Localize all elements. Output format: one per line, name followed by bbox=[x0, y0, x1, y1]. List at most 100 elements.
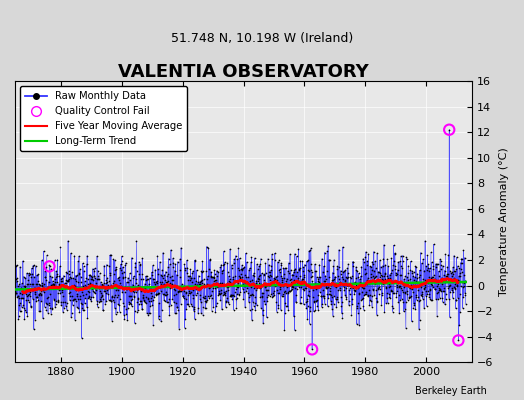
Point bbox=[375, 284, 384, 290]
Point bbox=[350, 280, 358, 286]
Point bbox=[281, 309, 289, 316]
Point bbox=[233, 294, 241, 301]
Point bbox=[45, 278, 53, 285]
Point bbox=[262, 282, 270, 289]
Point bbox=[20, 316, 29, 322]
Point bbox=[383, 294, 391, 301]
Point bbox=[450, 286, 458, 292]
Point bbox=[99, 282, 107, 288]
Point bbox=[302, 258, 311, 264]
Point bbox=[378, 292, 386, 298]
Point bbox=[269, 288, 278, 294]
Point bbox=[211, 271, 219, 277]
Point bbox=[433, 290, 442, 296]
Point bbox=[157, 318, 165, 324]
Point bbox=[112, 309, 121, 316]
Point bbox=[159, 250, 167, 256]
Point bbox=[141, 288, 149, 294]
Point bbox=[139, 294, 147, 301]
Point bbox=[21, 291, 30, 297]
Point bbox=[96, 298, 104, 304]
Point bbox=[308, 273, 316, 280]
Point bbox=[360, 292, 368, 298]
Point bbox=[57, 276, 65, 282]
Point bbox=[149, 322, 157, 329]
Point bbox=[428, 274, 436, 280]
Point bbox=[401, 306, 409, 312]
Point bbox=[189, 268, 197, 274]
Point bbox=[93, 298, 101, 304]
Point bbox=[352, 267, 361, 274]
Point bbox=[80, 300, 89, 307]
Point bbox=[114, 287, 123, 294]
Point bbox=[340, 281, 348, 287]
Point bbox=[333, 293, 341, 300]
Point bbox=[89, 277, 97, 283]
Point bbox=[125, 286, 134, 292]
Point bbox=[380, 273, 388, 279]
Point bbox=[329, 276, 337, 283]
Point bbox=[453, 263, 462, 269]
Point bbox=[228, 276, 237, 282]
Point bbox=[156, 259, 164, 265]
Point bbox=[316, 289, 324, 295]
Point bbox=[227, 262, 236, 268]
Point bbox=[256, 293, 265, 300]
Point bbox=[141, 293, 150, 300]
Point bbox=[101, 288, 109, 294]
Point bbox=[212, 303, 221, 310]
Point bbox=[315, 279, 323, 285]
Point bbox=[134, 294, 143, 301]
Point bbox=[389, 242, 398, 248]
Point bbox=[55, 281, 63, 288]
Point bbox=[320, 295, 329, 302]
Point bbox=[291, 266, 300, 272]
Point bbox=[131, 264, 139, 270]
Point bbox=[215, 288, 224, 295]
Point bbox=[287, 267, 295, 273]
Point bbox=[119, 274, 128, 281]
Point bbox=[161, 292, 169, 298]
Point bbox=[276, 269, 285, 276]
Point bbox=[135, 285, 144, 291]
Point bbox=[392, 269, 400, 276]
Point bbox=[15, 300, 24, 306]
Point bbox=[128, 254, 136, 261]
Point bbox=[36, 308, 45, 314]
Point bbox=[257, 284, 265, 290]
Point bbox=[227, 265, 236, 272]
Point bbox=[164, 278, 172, 284]
Point bbox=[182, 306, 190, 312]
Point bbox=[204, 292, 212, 299]
Point bbox=[366, 296, 374, 303]
Point bbox=[179, 292, 188, 299]
Point bbox=[98, 292, 106, 299]
Point bbox=[200, 276, 208, 282]
Point bbox=[182, 296, 191, 302]
Point bbox=[440, 276, 448, 283]
Point bbox=[448, 284, 456, 291]
Point bbox=[247, 292, 255, 298]
Point bbox=[342, 285, 350, 291]
Point bbox=[124, 299, 133, 306]
Point bbox=[172, 272, 181, 278]
Point bbox=[292, 253, 301, 260]
Point bbox=[90, 268, 98, 275]
Point bbox=[315, 280, 324, 287]
Point bbox=[169, 264, 178, 270]
Point bbox=[19, 258, 27, 264]
Point bbox=[134, 296, 142, 302]
Point bbox=[312, 286, 321, 292]
Point bbox=[447, 270, 455, 276]
Point bbox=[355, 322, 363, 328]
Point bbox=[294, 246, 302, 252]
Point bbox=[21, 283, 29, 289]
Point bbox=[325, 257, 334, 264]
Point bbox=[323, 248, 331, 255]
Point bbox=[126, 300, 134, 306]
Point bbox=[104, 291, 112, 298]
Point bbox=[281, 300, 290, 306]
Point bbox=[188, 287, 196, 293]
Point bbox=[313, 303, 322, 309]
Point bbox=[411, 263, 420, 270]
